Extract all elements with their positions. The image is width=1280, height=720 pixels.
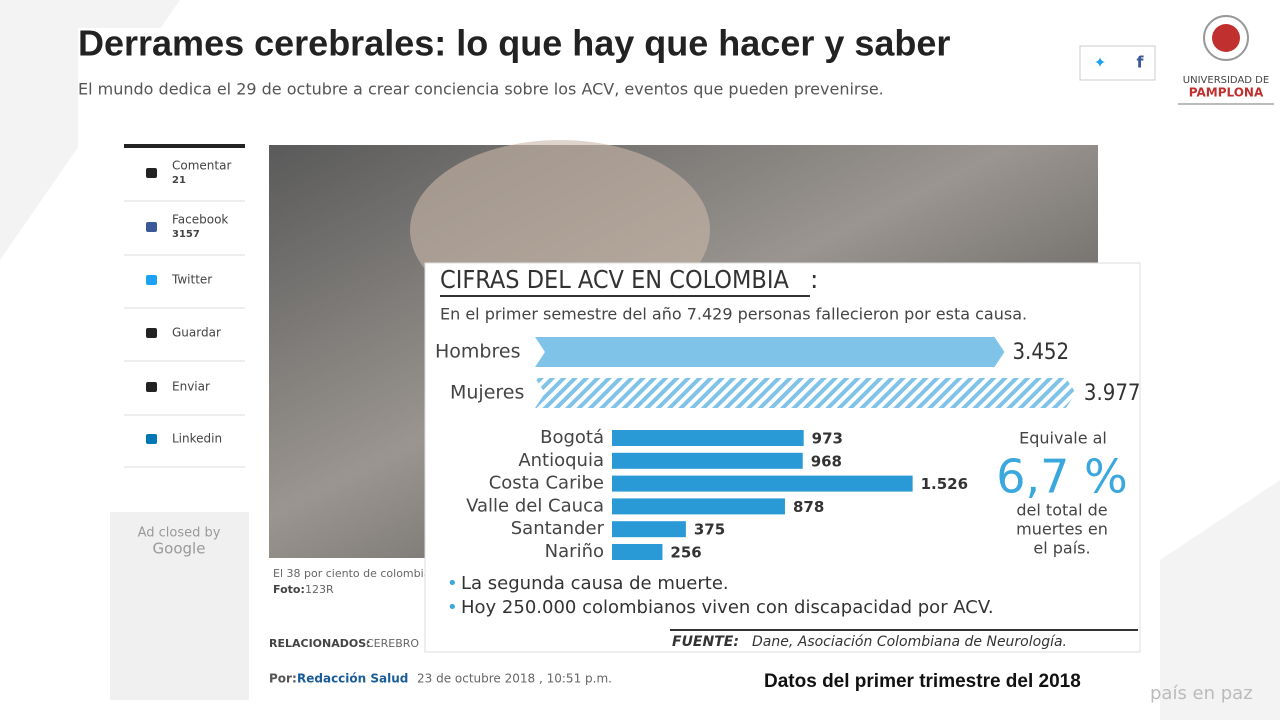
bullet-text: Hoy 250.000 colombianos viven con discap… [461,597,994,618]
region-bar [612,498,785,515]
share-label[interactable]: Guardar [172,326,221,340]
share-text: el país. [1033,539,1090,558]
share-value: 6,7 % [996,450,1128,504]
source-label: FUENTE: [672,634,739,650]
region-label: Valle del Cauca [466,495,604,516]
by-label: Por: [269,672,297,686]
region-value: 878 [793,498,824,516]
article-title: Derrames cerebrales: lo que hay que hace… [78,23,950,64]
region-bar [612,475,913,492]
share-count: 3157 [172,229,200,240]
share-column: Comentar 21 Facebook 3157 Twitter Guardar Envi… [124,144,245,468]
share-text: muertes en [1016,520,1108,539]
photo-credit: 123R [305,583,334,596]
share-label[interactable]: Linkedin [172,432,222,446]
region-value: 973 [812,430,843,448]
gender-label: Mujeres [450,382,524,404]
share-label[interactable]: Comentar [172,159,231,173]
region-bar [612,452,803,469]
gender-bar [535,378,1076,408]
logo-line1: UNIVERSIDAD DE [1183,75,1269,86]
share-icon [146,434,157,444]
share-label[interactable]: Facebook [172,213,228,227]
share-icon [146,222,157,232]
share-icon [146,168,157,178]
region-label: Santander [511,518,605,539]
source: Dane, Asociación Colombiana de Neurologí… [752,634,1067,650]
ad-text: Ad closed by [138,526,221,541]
region-label: Antioquia [518,450,604,471]
gender-value: 3.452 [1012,340,1069,365]
share-count: 21 [172,175,186,186]
info-subtitle: En el primer semestre del año 7.429 pers… [440,305,1027,324]
region-value: 375 [694,521,725,539]
region-value: 1.526 [921,475,968,493]
region-bar [612,521,686,538]
share-lead: Equivale al [1019,429,1107,448]
article-subtitle: El mundo dedica el 29 de octubre a crear… [78,80,884,99]
region-value: 968 [811,452,842,470]
region-label: Nariño [545,541,604,562]
region-label: Costa Caribe [489,473,604,494]
info-title: CIFRAS DEL ACV EN COLOMBIA [440,265,789,294]
logo: UNIVERSIDAD DE PAMPLONA [1178,15,1274,105]
share-text: del total de [1016,501,1107,520]
author[interactable]: Redacción Salud [297,672,408,686]
bullet: • [447,597,458,618]
share-label[interactable]: Twitter [171,273,212,287]
gender-value: 3.977 [1084,381,1141,406]
region-bar [612,430,804,446]
info-title-suffix: : [810,265,818,294]
region-label: Bogotá [540,427,604,448]
infographic: CIFRAS DEL ACV EN COLOMBIA : En el prime… [424,262,1141,653]
photo-caption: El 38 por ciento de colombian [273,567,437,580]
related-tag[interactable]: CEREBRO [366,637,419,650]
twitter-icon[interactable]: ✦ [1094,54,1107,72]
slogan: país en paz [1150,683,1253,704]
photo-credit-label: Foto: [273,583,305,596]
share-icon [146,328,157,338]
gender-label: Hombres [435,341,520,363]
bullet: • [447,573,458,594]
logo-line2: PAMPLONA [1189,86,1264,100]
share-buttons[interactable] [1079,45,1156,81]
region-value: 256 [670,544,701,562]
footnote: Datos del primer trimestre del 2018 [764,671,1081,692]
share-icon [146,275,157,285]
facebook-icon[interactable]: f [1137,53,1145,72]
share-icon [146,382,157,392]
bullet-text: La segunda causa de muerte. [461,573,729,594]
date: 23 de octubre 2018 , 10:51 p.m. [417,672,612,686]
ad-box [110,512,249,700]
related-label: RELACIONADOS: [269,637,371,650]
gender-bar [535,337,1005,367]
share-label[interactable]: Enviar [172,380,210,394]
ad-brand: Google [153,540,206,558]
bg-shape [1160,480,1280,720]
region-bar [612,544,663,560]
